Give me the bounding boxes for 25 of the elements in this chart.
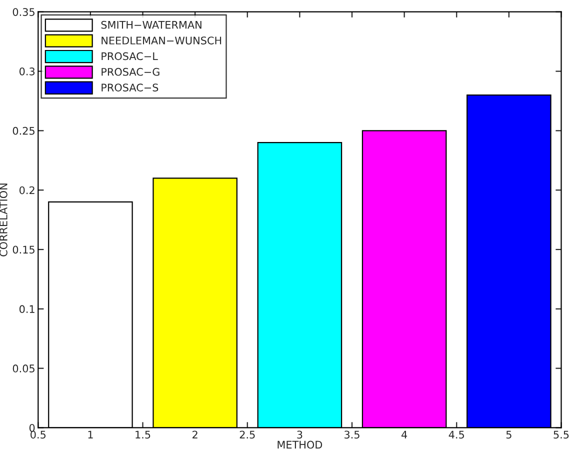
y-tick-label: 0.1 <box>19 305 34 314</box>
legend-label: PROSAC−L <box>102 52 158 60</box>
x-tick-label: 4.5 <box>448 430 464 439</box>
x-axis-title: METHOD <box>278 440 322 449</box>
y-tick-label: 0.05 <box>12 364 34 372</box>
legend-label: SMITH−WATERMAN <box>101 20 202 29</box>
x-tick-label: 5 <box>506 430 512 439</box>
x-tick-label: 3.5 <box>344 430 360 439</box>
x-tick-label: 0.5 <box>30 430 46 439</box>
x-tick-label: 5.5 <box>554 430 569 439</box>
y-tick-label: 0.3 <box>19 67 35 76</box>
y-tick-label: 0.35 <box>12 8 34 16</box>
y-tick-label: 0.15 <box>12 246 34 254</box>
x-tick-label: 1 <box>88 430 93 438</box>
x-tick-label: 2 <box>192 430 198 438</box>
x-tick-label: 1.5 <box>136 430 150 439</box>
y-axis-title: CORRELATION <box>0 184 8 256</box>
x-tick-label: 2.5 <box>240 430 255 439</box>
y-tick-label: 0.25 <box>12 126 34 135</box>
x-tick-label: 3 <box>297 430 302 439</box>
x-tick-label: 4 <box>402 430 408 438</box>
legend-label: PROSAC−G <box>102 68 160 76</box>
y-tick-label: 0.2 <box>19 186 34 194</box>
legend-label: PROSAC−S <box>102 84 158 92</box>
legend-label: NEEDLEMAN−WUNSCH <box>102 36 222 44</box>
